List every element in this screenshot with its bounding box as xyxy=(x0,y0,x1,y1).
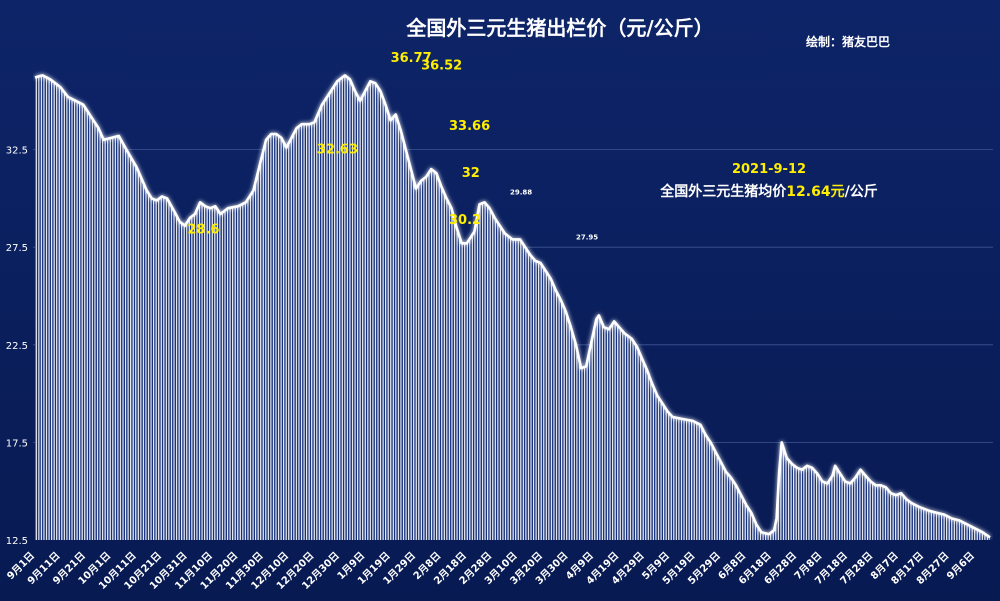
annotation-label: 36.52 xyxy=(421,59,462,74)
note-prefix: 全国外三元生猪均价 xyxy=(659,183,787,200)
note-value: 12.64元 xyxy=(786,184,844,200)
area-fill xyxy=(35,75,990,540)
annotation-label: 32.63 xyxy=(317,143,358,158)
chart-title: 全国外三元生猪出栏价（元/公斤） xyxy=(405,16,713,40)
annotation-label: 32 xyxy=(462,166,480,181)
annotation-label: 29.88 xyxy=(510,189,532,197)
y-tick-label: 17.5 xyxy=(6,438,28,449)
y-tick-label: 22.5 xyxy=(6,341,28,352)
area-layer xyxy=(34,74,991,540)
annotation-label: 33.66 xyxy=(449,119,490,134)
annotation-label: 30.2 xyxy=(449,213,481,228)
y-axis-ticks: 12.5 17.5 22.5 27.5 32.5 xyxy=(6,146,28,547)
chart-credit: 绘制：猪友巴巴 xyxy=(806,34,890,49)
y-tick-label: 27.5 xyxy=(6,243,28,254)
price-line xyxy=(34,74,991,539)
note-text: 全国外三元生猪均价12.64元/公斤 xyxy=(659,183,877,200)
annotation-label: 36.77 xyxy=(391,51,432,66)
note-date: 2021-9-12 xyxy=(732,162,806,177)
annotation-label: 27.95 xyxy=(576,233,598,241)
y-tick-label: 32.5 xyxy=(6,146,28,157)
y-tick-label: 12.5 xyxy=(6,536,28,547)
note-suffix: /公斤 xyxy=(845,183,878,200)
annotation-label: 28.6 xyxy=(187,223,219,238)
